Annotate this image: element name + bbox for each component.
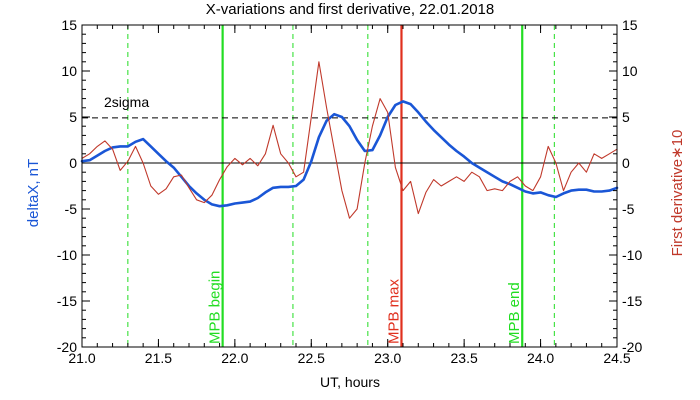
series-layer <box>80 61 619 219</box>
y-tick-label-right-0: -20 <box>622 339 642 355</box>
reference-lines <box>82 117 617 164</box>
x-tick-label-0: 21.0 <box>68 350 95 366</box>
chart-title: X-variations and first derivative, 22.01… <box>206 1 495 18</box>
y-axis-label-right: First derivative∗10 <box>669 130 686 257</box>
y-tick-label-right-7: 15 <box>622 17 638 33</box>
axes-ticks: 21.0 21.5 22.0 22.5 23.0 23.5 24.0 24.5-20 -20-1… <box>57 17 643 366</box>
y-tick-label-right-6: 10 <box>622 63 638 79</box>
marker-label-1: MPB begin <box>207 271 224 344</box>
y-axis-label-left: deltaX, nT <box>25 159 42 227</box>
x-tick-label-3: 22.5 <box>298 350 325 366</box>
x-tick-label-5: 23.5 <box>451 350 478 366</box>
marker-labels: MPB begin MPB max MPB end <box>207 271 524 344</box>
y-tick-label-right-3: -5 <box>622 201 635 217</box>
x-tick-label-1: 21.5 <box>145 350 172 366</box>
series-derivative-line <box>81 61 618 219</box>
y-tick-label-left-2: -10 <box>57 247 77 263</box>
y-tick-label-right-2: -10 <box>622 247 642 263</box>
y-tick-label-right-1: -15 <box>622 293 642 309</box>
x-tick-label-2: 22.0 <box>221 350 248 366</box>
x-tick-label-4: 23.0 <box>374 350 401 366</box>
y-tick-label-left-3: -5 <box>65 201 78 217</box>
x-axis-label: UT, hours <box>320 374 380 390</box>
plot-frame <box>81 24 618 348</box>
y-tick-label-left-5: 5 <box>69 109 77 125</box>
y-tick-label-left-1: -15 <box>57 293 77 309</box>
sigma-label: 2sigma <box>104 94 149 110</box>
y-tick-label-right-4: 0 <box>622 155 630 171</box>
y-tick-label-left-7: 15 <box>61 17 77 33</box>
y-tick-label-right-5: 5 <box>622 109 630 125</box>
marker-label-4: MPB max <box>385 278 402 344</box>
y-tick-label-left-0: -20 <box>57 339 77 355</box>
y-tick-label-left-4: 0 <box>69 155 77 171</box>
x-tick-label-6: 24.0 <box>527 350 554 366</box>
series-deltaX-line <box>80 100 619 208</box>
y-tick-label-left-6: 10 <box>61 63 77 79</box>
x-tick-label-7: 24.5 <box>603 350 630 366</box>
marker-label-5: MPB end <box>506 282 523 344</box>
